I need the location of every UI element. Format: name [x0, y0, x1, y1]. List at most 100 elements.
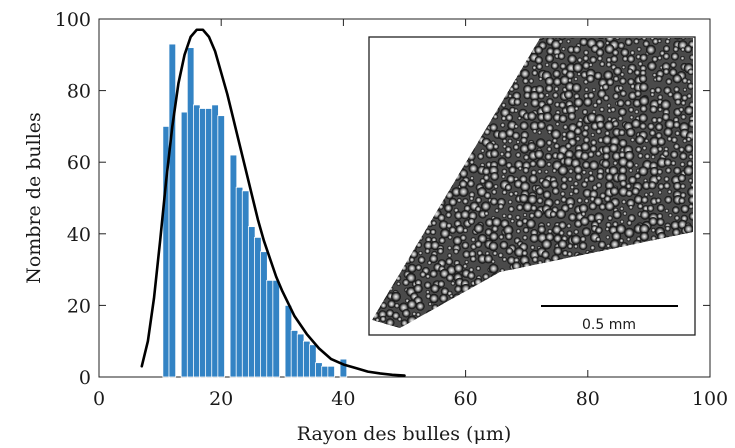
- bubble: [657, 190, 663, 195]
- bubble: [581, 211, 586, 217]
- bubble: [558, 114, 568, 123]
- bubble: [618, 129, 626, 137]
- bubble: [607, 215, 613, 221]
- bubble: [566, 230, 573, 237]
- bubble: [530, 245, 535, 250]
- bubble: [673, 86, 680, 93]
- bubble: [573, 181, 579, 187]
- bubble: [505, 247, 514, 255]
- bubble: [592, 102, 598, 108]
- bubble: [634, 69, 641, 76]
- bubble: [626, 237, 631, 242]
- bubble: [570, 185, 575, 190]
- bubble: [462, 227, 468, 233]
- bubble: [537, 130, 542, 135]
- bubble: [648, 191, 654, 197]
- bubble: [605, 173, 614, 182]
- bubble: [657, 55, 663, 61]
- bubble: [684, 144, 693, 153]
- bubble: [402, 309, 411, 318]
- bubble: [586, 74, 595, 83]
- bubble: [440, 228, 450, 239]
- bubble: [501, 102, 507, 108]
- bubble: [438, 220, 449, 230]
- tick-labels: 0 20 40 60 80 100 0 20 40 60 80 100: [55, 9, 728, 410]
- bubble: [657, 94, 664, 101]
- bubble: [618, 151, 626, 159]
- bubble: [508, 191, 514, 197]
- bubble: [626, 127, 636, 138]
- bubble: [624, 99, 632, 107]
- bubble: [507, 199, 513, 205]
- bubble: [519, 193, 529, 204]
- bubble: [687, 82, 693, 90]
- bubble: [558, 39, 563, 44]
- bubble: [652, 38, 659, 45]
- bubble: [642, 40, 650, 48]
- bubble: [553, 143, 560, 150]
- bubble: [638, 166, 649, 177]
- bubble: [419, 271, 427, 278]
- bubble: [520, 181, 531, 192]
- bubble: [618, 166, 628, 175]
- bubble: [603, 70, 614, 81]
- bubble: [628, 175, 637, 185]
- bubble: [678, 197, 686, 205]
- bubble: [567, 78, 573, 83]
- bubble: [633, 38, 640, 45]
- bubble: [415, 301, 425, 311]
- bubble: [569, 191, 574, 197]
- bubble: [657, 107, 663, 112]
- bubble: [462, 263, 468, 269]
- bubble: [628, 106, 634, 113]
- y-tick-label-2: 40: [67, 224, 91, 246]
- bubble: [423, 241, 433, 250]
- bubble: [589, 56, 597, 64]
- bubble: [622, 55, 629, 62]
- bubble: [618, 107, 627, 117]
- bubble: [573, 97, 584, 108]
- bubble: [460, 210, 470, 220]
- bubble: [449, 294, 454, 299]
- bubble: [552, 168, 557, 174]
- bubble: [634, 172, 641, 180]
- bubble: [670, 52, 679, 61]
- bubble: [552, 138, 558, 144]
- bubble: [528, 78, 534, 84]
- bubble: [664, 225, 671, 232]
- bubble: [587, 175, 596, 183]
- bubble: [550, 180, 559, 189]
- bubble: [446, 273, 454, 282]
- bubble: [562, 124, 569, 130]
- bubble: [541, 179, 551, 189]
- bubble: [639, 223, 650, 235]
- bubble: [602, 152, 611, 161]
- bubble: [656, 117, 663, 124]
- bubble: [606, 78, 614, 86]
- bubble: [580, 216, 590, 226]
- bubble: [618, 85, 624, 91]
- bubble: [649, 145, 660, 156]
- bubble: [453, 248, 459, 255]
- bubble: [566, 223, 572, 229]
- bubble: [641, 38, 648, 41]
- bubble: [620, 48, 630, 57]
- bubble: [649, 105, 658, 114]
- bubble: [557, 165, 569, 176]
- y-tick-label-0: 0: [79, 367, 91, 389]
- bubble: [424, 281, 432, 289]
- bubble: [621, 65, 626, 70]
- x-tick-label-4: 80: [576, 388, 600, 410]
- histogram-bar-21: [309, 344, 317, 378]
- bubble: [595, 236, 601, 243]
- bubble: [639, 82, 649, 92]
- bubble: [489, 231, 499, 242]
- bubble: [417, 256, 426, 264]
- bubble: [555, 121, 560, 127]
- bubble: [595, 182, 603, 189]
- fit-curve-layer: [140, 28, 406, 377]
- bubble: [560, 182, 568, 191]
- bubble: [513, 124, 519, 129]
- bubble: [619, 206, 624, 211]
- bubble: [559, 75, 570, 86]
